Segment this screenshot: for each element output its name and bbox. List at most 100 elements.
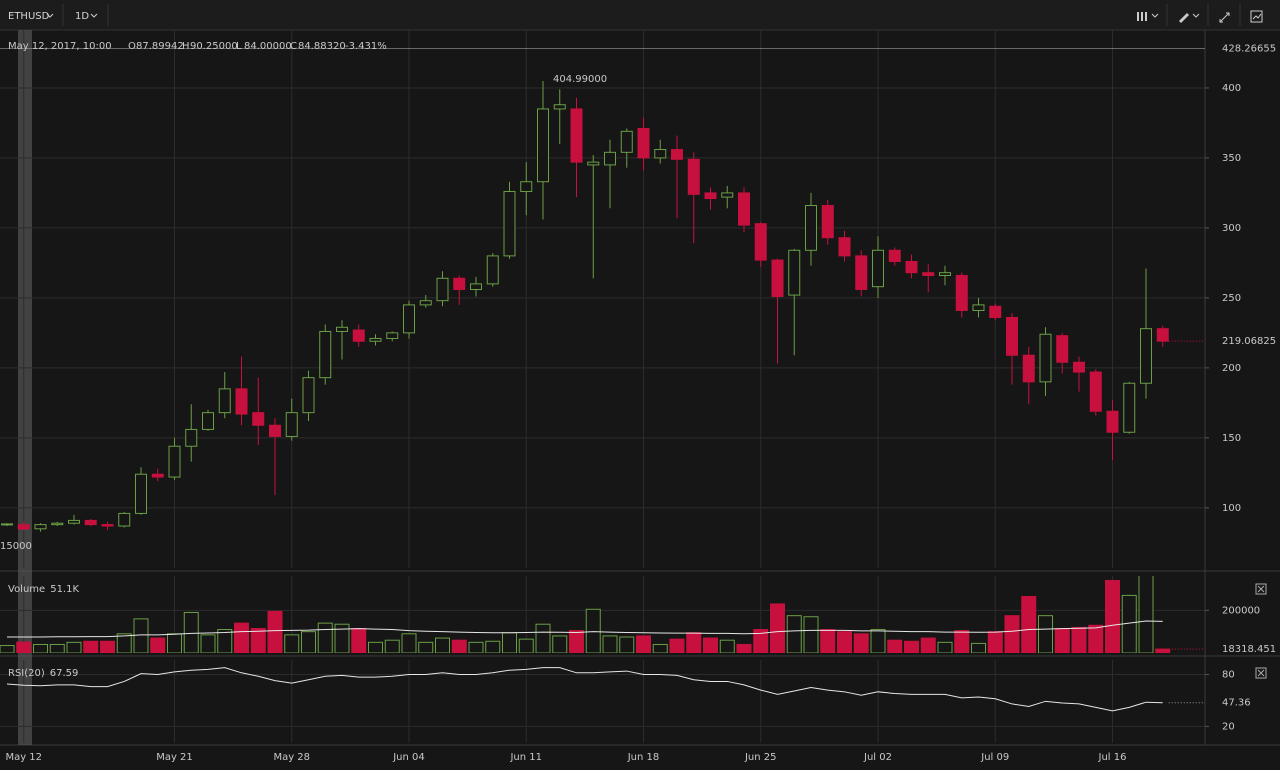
x-tick-label: Jun 04	[392, 752, 425, 763]
y-tick-label: 100	[1222, 503, 1241, 514]
volume-bar	[167, 633, 182, 653]
volume-bar	[49, 643, 65, 653]
candle-body	[419, 300, 432, 306]
volume-bar	[937, 641, 953, 653]
toolbar	[0, 0, 1280, 30]
x-tick-label: May 12	[5, 752, 42, 763]
volume-bar	[468, 641, 484, 653]
x-tick-label: Jun 25	[744, 752, 777, 763]
volume-bar	[518, 638, 534, 653]
volume-bar	[234, 622, 249, 653]
candle-body	[1, 523, 13, 526]
volume-bar	[602, 635, 618, 653]
volume-bar	[267, 610, 283, 653]
x-tick-label: Jun 18	[627, 752, 660, 763]
ohlc-key: H	[182, 41, 190, 52]
y-tick-label: 400	[1222, 83, 1241, 94]
volume-bar	[619, 636, 635, 653]
candle-body	[336, 326, 348, 332]
candle-body	[1106, 410, 1119, 433]
candle-body	[202, 412, 214, 430]
candle-body	[1156, 328, 1169, 342]
candle-body	[486, 255, 499, 285]
panel-value: 67.59	[50, 668, 79, 679]
volume-bar	[284, 634, 300, 653]
candle-body	[235, 388, 248, 415]
volume-bar	[200, 634, 216, 653]
volume-bar	[1155, 648, 1171, 653]
candle-body	[403, 304, 415, 334]
crosshair-price: 15000	[0, 541, 32, 552]
close-volume-button[interactable]	[1255, 583, 1267, 595]
candle-body	[84, 519, 97, 526]
candle-body	[252, 412, 265, 426]
candle-body	[1089, 371, 1102, 412]
x-tick-label: May 21	[156, 752, 193, 763]
volume-bar	[1054, 627, 1070, 653]
volume-bar	[719, 639, 735, 653]
panel-marks	[6, 667, 1163, 712]
candle-body	[285, 412, 298, 437]
crosshair-band	[18, 30, 32, 745]
volume-bar	[535, 623, 551, 653]
candle-body	[989, 305, 1002, 318]
volume-bar	[435, 637, 450, 653]
ohlc-key: O	[128, 41, 136, 52]
volume-bar	[418, 641, 434, 653]
volume-bar	[1038, 615, 1053, 653]
candle-body	[101, 524, 114, 527]
volume-bar	[150, 637, 166, 653]
y-tick-label: 300	[1222, 223, 1241, 234]
volume-bar	[669, 638, 685, 653]
candle-body	[788, 249, 801, 296]
close-rsi-button[interactable]	[1255, 667, 1267, 679]
candle-body	[34, 524, 47, 530]
candle-body	[1073, 361, 1085, 373]
candle-body	[955, 274, 968, 311]
volume-bar	[16, 641, 32, 653]
indicator-button[interactable]	[1250, 10, 1263, 23]
candle-body	[118, 512, 131, 527]
ohlc-key: C	[290, 41, 297, 52]
volume-bar	[1004, 615, 1020, 653]
volume-bar	[384, 639, 400, 653]
y-tick-label: 20	[1222, 721, 1235, 732]
candle-body	[821, 205, 834, 239]
interval-select[interactable]: 1D	[75, 11, 89, 22]
volume-bar	[66, 641, 82, 653]
volume-bar	[971, 642, 986, 653]
x-tick-label: May 28	[273, 752, 310, 763]
chevron	[46, 13, 54, 18]
volume-bar	[250, 627, 266, 653]
candle-body	[604, 151, 616, 166]
x-tick-label: Jun 11	[509, 752, 542, 763]
high-line-label: 428.26655	[1222, 43, 1276, 54]
candle-body	[218, 388, 231, 414]
volume-bar	[736, 643, 752, 653]
high-label: 404.99000	[553, 74, 607, 85]
volume-bar	[317, 622, 333, 653]
volume-bar	[401, 633, 417, 653]
volume-bar	[569, 630, 584, 653]
draw-button[interactable]	[1179, 13, 1200, 23]
candle-body	[537, 108, 549, 183]
volume-bar	[585, 608, 601, 653]
chart-type-button[interactable]	[1137, 12, 1159, 21]
candle-body	[185, 428, 198, 447]
volume-bar	[33, 643, 48, 653]
candle-body	[754, 223, 767, 261]
volume-bar	[0, 645, 15, 653]
candle-body	[721, 192, 734, 198]
volume-bar	[853, 633, 869, 653]
volume-bar	[502, 632, 517, 653]
fullscreen-button[interactable]	[1219, 12, 1230, 23]
volume-bar	[904, 640, 919, 653]
candle-body	[654, 149, 667, 159]
volume-bar	[451, 639, 467, 653]
last-value-label: 18318.451	[1222, 644, 1276, 655]
volume-bar	[1088, 624, 1104, 653]
candle-body	[17, 524, 30, 530]
symbol-select[interactable]: ETHUSD	[8, 11, 50, 22]
volume-bar	[334, 623, 350, 653]
